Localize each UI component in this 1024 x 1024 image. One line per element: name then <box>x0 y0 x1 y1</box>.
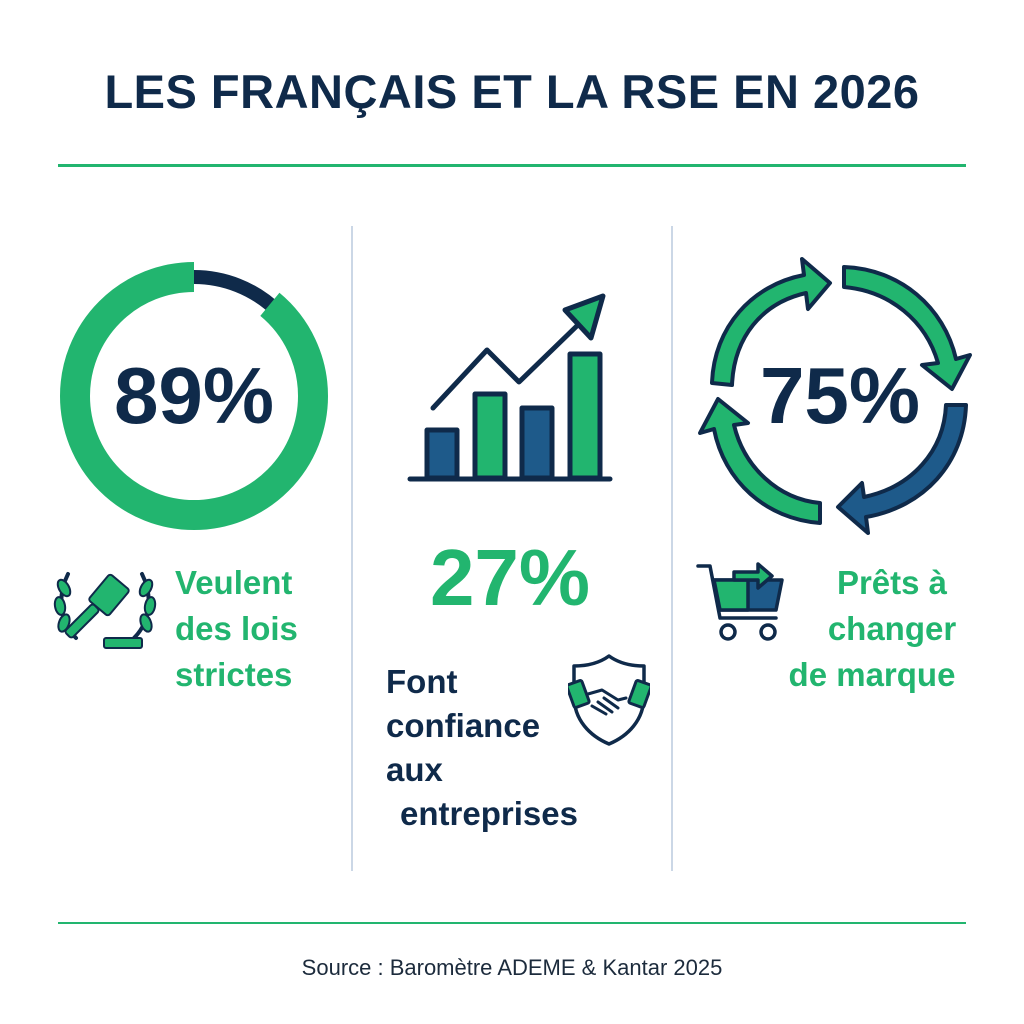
column-divider-2 <box>671 226 673 871</box>
column-divider-1 <box>351 226 353 871</box>
title-divider <box>58 164 966 167</box>
stat-brand-label-line: Prêts à <box>836 564 948 601</box>
progress-ring <box>60 262 328 530</box>
stat-laws-label-line: strictes <box>175 656 293 693</box>
handshake-shield-icon <box>568 654 650 746</box>
source-note: Source : Baromètre ADEME & Kantar 2025 <box>301 955 723 980</box>
cycle-arrows-icon <box>698 257 972 535</box>
footer-divider <box>58 922 966 924</box>
stat-laws-label-line: Veulent <box>175 564 293 601</box>
stat-brand-label-line: changer <box>827 610 957 647</box>
stat-trust-label: Font confiance aux entreprises <box>386 660 626 836</box>
stat-trust-label-line: aux <box>386 751 443 788</box>
stat-laws-label-line: des lois <box>175 610 298 647</box>
stat-brand-label: Prêts à changer de marque <box>789 560 992 698</box>
stat-brand-value: 75% <box>759 351 921 440</box>
bar-chart-up-icon <box>407 293 613 482</box>
cart-switch-icon <box>696 562 784 641</box>
page-title: LES FRANÇAIS ET LA RSE EN 2026 <box>104 65 920 118</box>
stat-trust-label-line: confiance <box>386 707 541 744</box>
stat-trust-label-line: entreprises <box>400 795 578 832</box>
stat-laws-label: Veulent des lois strictes <box>175 560 345 698</box>
progress-ring-fill <box>60 262 328 530</box>
stat-laws-value: 89% <box>113 351 275 440</box>
stat-trust-value: 27% <box>429 533 591 622</box>
stat-trust-label-line: Font <box>386 663 458 700</box>
gavel-laurel-icon <box>53 572 157 649</box>
stat-brand-label-line: de marque <box>788 656 956 693</box>
